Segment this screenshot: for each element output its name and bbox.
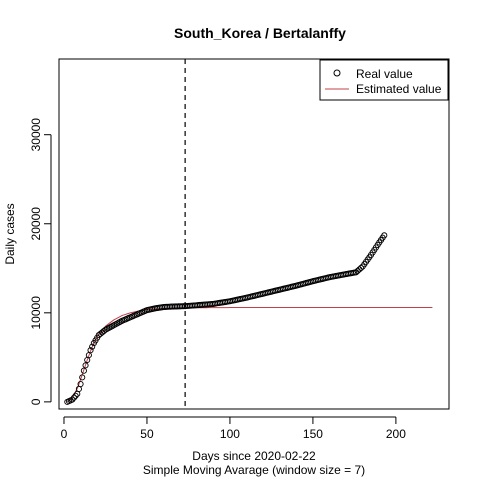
- x-tick-label: 0: [61, 427, 68, 441]
- legend-real-label: Real value: [356, 67, 413, 81]
- real-value-point: [381, 232, 388, 239]
- real-value-point: [82, 362, 89, 369]
- y-tick-label: 0: [29, 398, 43, 405]
- real-value-point: [89, 343, 96, 350]
- x-tick-label: 50: [140, 427, 154, 441]
- x-axis-title: Days since 2020-02-22: [192, 449, 316, 463]
- real-value-point: [72, 392, 79, 399]
- real-value-point: [79, 374, 86, 381]
- y-axis: 0 10000 20000 30000: [29, 118, 52, 405]
- y-tick-label: 10000: [29, 296, 43, 330]
- x-tick-label: 200: [386, 427, 406, 441]
- legend: Real value Estimated value: [319, 59, 449, 101]
- real-value-point: [70, 394, 77, 401]
- real-value-point: [357, 264, 365, 272]
- plot-area: [64, 232, 433, 405]
- plot-frame: [58, 58, 450, 410]
- y-tick-label: 20000: [29, 207, 43, 241]
- real-value-point: [77, 381, 84, 388]
- legend-real-marker: [333, 69, 341, 77]
- y-axis-title: Daily cases: [3, 203, 17, 264]
- real-value-point: [80, 367, 87, 374]
- estimated-value-line: [66, 306, 433, 403]
- legend-box: [319, 59, 449, 101]
- real-value-point: [87, 347, 94, 354]
- x-axis: 0 50 100 150 200: [61, 416, 406, 441]
- y-tick-label: 30000: [29, 118, 43, 152]
- real-value-point: [69, 396, 76, 403]
- x-tick-label: 100: [220, 427, 240, 441]
- chart-title: South_Korea / Bertalanffy: [174, 25, 346, 41]
- legend-estimated-label: Estimated value: [356, 82, 442, 96]
- x-tick-label: 150: [303, 427, 323, 441]
- x-axis-subtitle: Simple Moving Avarage (window size = 7): [143, 463, 365, 477]
